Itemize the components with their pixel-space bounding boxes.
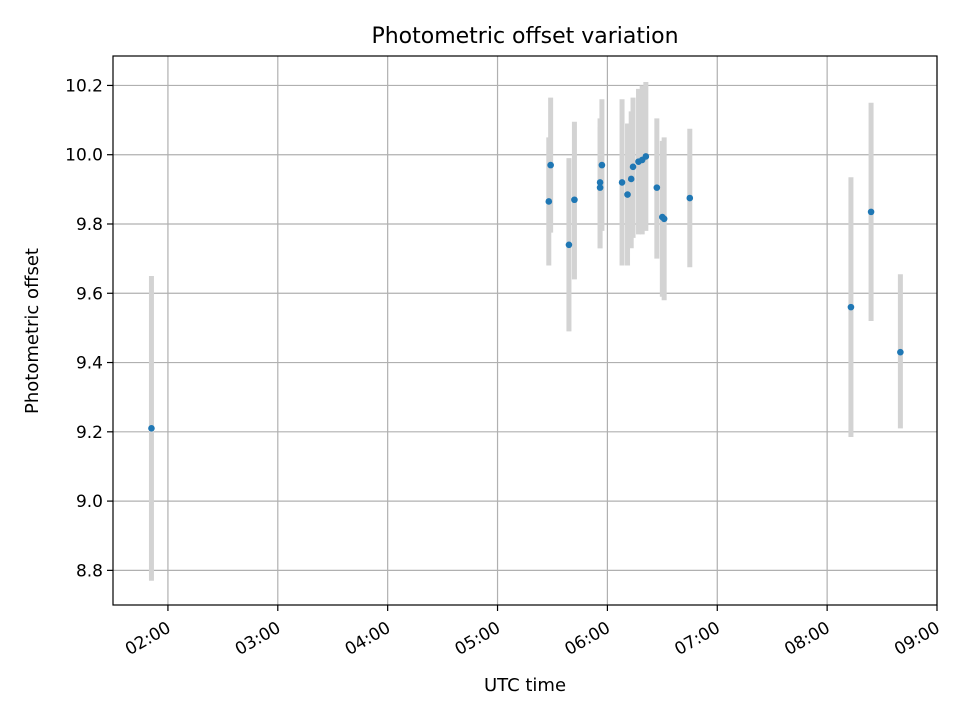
data-point	[547, 161, 554, 169]
x-axis-label: UTC time	[484, 675, 566, 696]
chart-title: Photometric offset variation	[371, 24, 678, 49]
y-tick-label: 10.2	[65, 76, 103, 96]
y-tick-label: 9.6	[76, 284, 103, 304]
data-point	[565, 241, 573, 249]
y-tick-label: 9.4	[76, 354, 103, 374]
y-axis-label: Photometric offset	[22, 248, 43, 414]
data-point	[545, 198, 553, 205]
data-point	[629, 163, 637, 171]
data-point	[642, 153, 650, 160]
plot-frame	[112, 55, 938, 606]
y-tick-label: 9.0	[76, 492, 103, 512]
point-layer	[148, 153, 904, 432]
data-point	[847, 303, 855, 311]
data-point	[571, 196, 578, 204]
data-point	[686, 194, 694, 202]
data-point	[627, 175, 635, 183]
data-point	[598, 161, 606, 169]
data-point	[618, 179, 626, 186]
data-point	[653, 184, 661, 191]
data-point	[624, 191, 631, 198]
data-point	[660, 215, 668, 223]
data-point	[596, 184, 604, 191]
data-point	[148, 425, 155, 432]
data-point	[867, 208, 875, 216]
data-point	[897, 348, 904, 356]
grid-layer	[113, 56, 938, 605]
y-tick-label: 8.8	[76, 561, 103, 581]
y-tick-label: 9.2	[76, 423, 103, 443]
y-tick-label: 9.8	[76, 215, 103, 235]
y-tick-label: 10.0	[65, 146, 103, 166]
data-point	[596, 179, 604, 186]
